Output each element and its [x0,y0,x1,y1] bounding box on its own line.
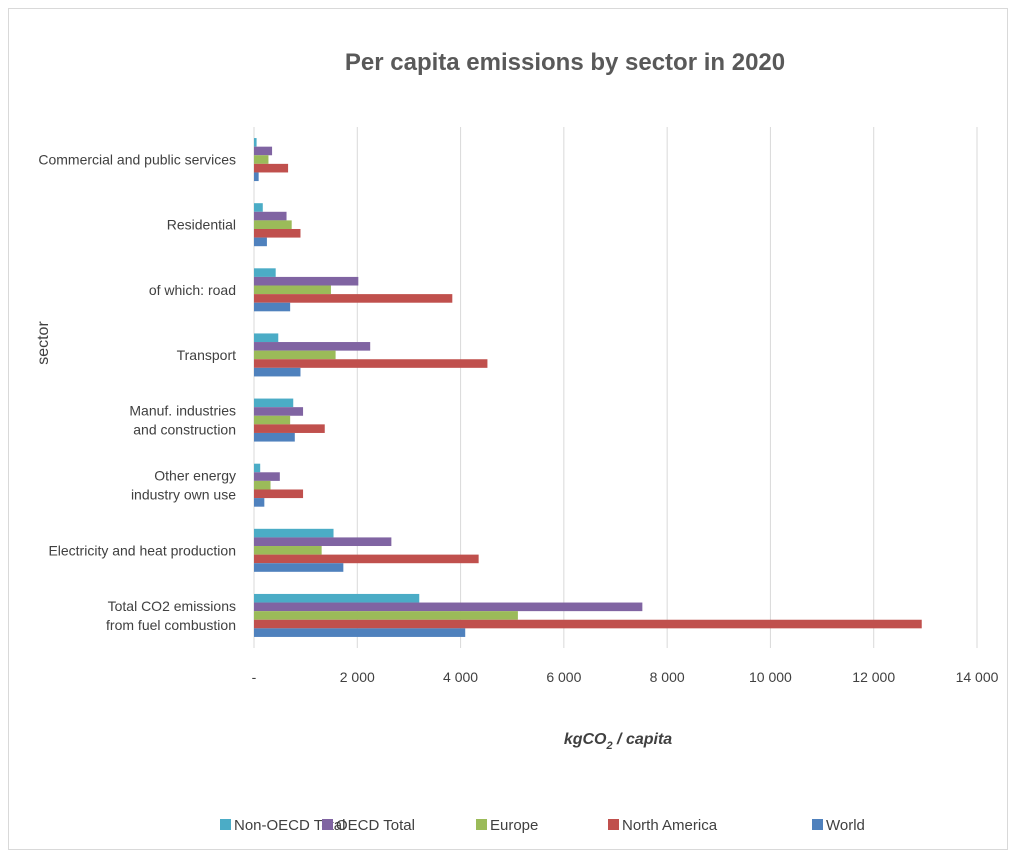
bar [254,407,304,416]
legend-swatch [476,819,487,830]
legend-label: World [826,817,865,834]
x-axis-title-subscript: 2 [605,740,612,752]
bar [254,398,294,408]
x-tick-label: 4 000 [443,669,478,685]
bar [254,203,263,212]
legend-label: Non-OECD Total [234,817,345,834]
bar [254,350,336,360]
bar [254,294,453,303]
x-tick-label: 6 000 [546,669,581,685]
bar [254,628,466,637]
bar [254,432,295,442]
chart-title: Per capita emissions by sector in 2020 [345,49,785,76]
bar [254,463,261,473]
x-axis-title: kgCO2 / capita [564,731,672,752]
bar [254,302,291,312]
legend-label: North America [622,817,718,834]
bar [254,554,479,564]
bar [254,546,322,555]
bar [254,211,287,221]
bar [254,138,257,147]
y-axis-title: sector [35,321,52,365]
bar [254,155,269,164]
category-label: from fuel combustion [106,617,236,633]
bar [254,333,279,343]
category-label: and construction [133,422,236,438]
legend-swatch [322,819,333,830]
x-tick-label: 12 000 [852,669,895,685]
bar [254,424,325,433]
bar [254,498,265,507]
category-label: Residential [167,217,236,233]
bar [254,342,371,351]
x-tick-label: 2 000 [340,669,375,685]
chart-frame [8,8,1008,850]
x-tick-label: - [252,669,257,685]
legend-swatch [608,819,619,830]
bar [254,528,334,538]
bar [254,611,518,620]
bar [254,537,392,547]
category-label: Total CO2 emissions [108,598,236,614]
bar [254,163,289,173]
x-tick-label: 14 000 [956,669,999,685]
bar [254,563,344,572]
category-label: Manuf. industries [129,403,236,419]
category-label: of which: road [149,282,236,298]
category-label: Commercial and public services [38,152,236,168]
category-label: Electricity and heat production [48,542,236,558]
bar [254,146,273,156]
bar [254,480,271,490]
bar [254,276,359,286]
bar [254,237,267,247]
bar [254,619,922,629]
bar [254,359,488,368]
bar [254,415,291,425]
bar [254,268,276,277]
bar [254,367,301,377]
category-label: industry own use [131,487,236,503]
bar [254,228,301,238]
bar [254,593,420,603]
legend-swatch [812,819,823,830]
bar [254,172,259,182]
bar [254,472,280,481]
x-axis-title-main: kgCO [564,731,607,748]
legend-label: Europe [490,817,538,834]
category-label: Other energy [154,468,236,484]
x-axis-title-unit: / capita [613,731,673,748]
legend-label: OECD Total [336,817,415,834]
x-tick-label: 10 000 [749,669,792,685]
legend-swatch [220,819,231,830]
bar [254,602,643,612]
bar [254,285,331,295]
category-label: Transport [177,347,237,363]
bar [254,220,292,229]
x-tick-label: 8 000 [650,669,685,685]
bar [254,489,304,499]
